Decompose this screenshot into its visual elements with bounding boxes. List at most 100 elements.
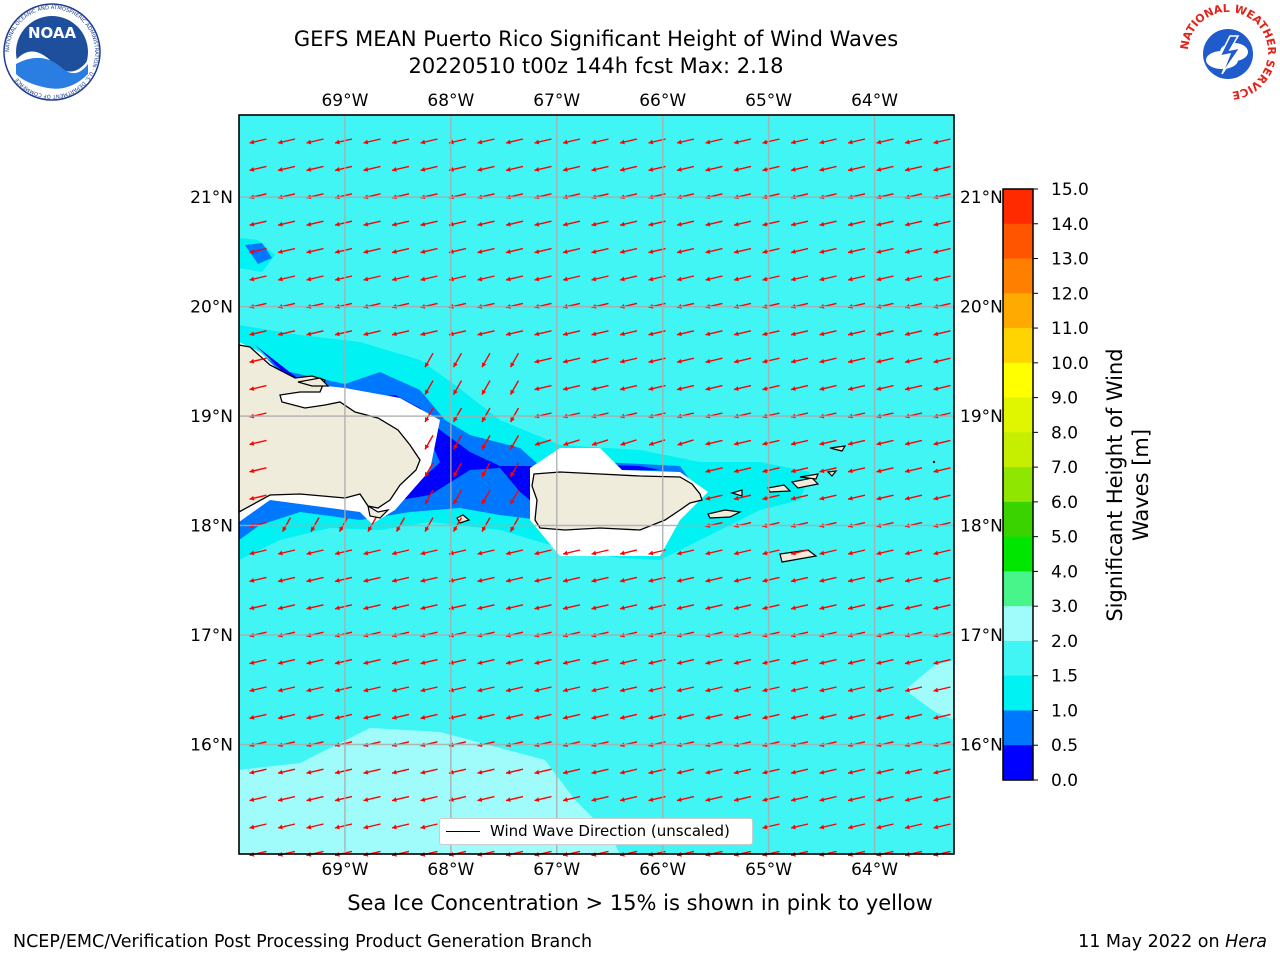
wave-direction-arrowhead [905, 687, 910, 693]
wave-direction-arrowhead [734, 495, 739, 501]
wave-direction-arrowhead [506, 139, 511, 145]
wave-direction-arrowhead [819, 660, 825, 665]
lon-tick-top-2: 67°W [533, 91, 580, 111]
wave-direction-arrowhead [306, 550, 312, 556]
wave-direction-arrowhead [905, 358, 910, 364]
footer-branch: NCEP/EMC/Verification Post Processing Pr… [13, 932, 593, 952]
wave-direction-arrowhead [249, 167, 255, 172]
wave-direction-arrowhead [705, 358, 711, 364]
wave-direction-arrowhead [620, 139, 625, 145]
wave-direction-arrowhead [819, 441, 825, 446]
colorbar-swatch-10 [1003, 536, 1033, 572]
land-anegada-north [829, 445, 847, 452]
lat-tick-left-4: 17°N [190, 626, 233, 646]
wave-direction-arrowhead [363, 167, 369, 172]
wave-direction-arrowhead [734, 687, 739, 693]
wave-direction-arrowhead [705, 769, 711, 775]
wave-direction-arrowhead [819, 769, 825, 775]
wave-direction-arrowhead [482, 417, 487, 422]
wave-direction-arrowhead [563, 605, 568, 611]
wave-direction-arrowhead [506, 221, 511, 227]
wave-direction-arrowhead [335, 660, 340, 665]
wave-direction-arrowhead [278, 221, 283, 227]
wave-direction-arrowhead [819, 550, 825, 556]
wave-direction-arrowhead [734, 167, 739, 172]
wave-direction-arrowhead [705, 578, 711, 583]
wave-direction-arrowhead [933, 660, 939, 665]
wave-direction-arrowhead [392, 167, 397, 172]
lat-tick-left-5: 16°N [190, 736, 233, 756]
colorbar-label-line2: Waves [m] [1129, 428, 1153, 542]
wave-direction-arrowhead [876, 167, 882, 172]
wave-direction-arrowhead [335, 605, 340, 611]
colorbar-tick-16: 0.5 [1051, 736, 1078, 756]
wave-direction-arrowhead [848, 221, 853, 227]
wave-direction-arrowhead [506, 550, 511, 556]
wave-direction-arrowhead [306, 139, 312, 145]
wave-direction-arrowhead [848, 578, 853, 583]
wave-direction-arrowhead [819, 605, 825, 611]
wave-direction-arrowhead [762, 824, 768, 830]
wave-direction-arrowhead [392, 550, 397, 556]
wave-direction-arrowhead [762, 687, 768, 693]
wave-direction-arrowhead [363, 769, 369, 775]
colorbar-tick-11: 4.0 [1051, 562, 1078, 582]
colorbar-tick-13: 2.0 [1051, 632, 1078, 652]
wave-direction-arrowhead [420, 550, 426, 556]
wave-direction-arrowhead [848, 495, 853, 501]
colorbar-tick-5: 10.0 [1051, 354, 1089, 374]
colorbar-swatch-2 [1003, 258, 1033, 294]
wave-direction-arrowhead [933, 550, 939, 556]
wave-direction-arrowhead [392, 276, 397, 282]
colorbar-tick-14: 1.5 [1051, 667, 1078, 687]
colorbar-tick-8: 7.0 [1051, 458, 1078, 478]
lon-tick-top-5: 64°W [851, 91, 898, 111]
wave-direction-arrowhead [534, 715, 540, 720]
wave-direction-arrowhead [482, 471, 487, 477]
wave-direction-arrowhead [306, 331, 312, 337]
wave-direction-arrowhead [278, 167, 283, 172]
land-culebra [729, 489, 743, 497]
wave-direction-arrowhead [482, 499, 487, 505]
footer-date: 11 May 2022 on Hera [1078, 932, 1267, 952]
land-sombrero [932, 460, 936, 464]
wave-direction-arrowhead [905, 331, 910, 337]
wave-direction-arrowhead [477, 687, 483, 693]
wave-direction-arrowhead [705, 249, 711, 254]
wave-direction-arrowhead [933, 824, 939, 830]
wave-direction-arrowhead [648, 139, 654, 145]
lon-tick-top-1: 68°W [427, 91, 474, 111]
wave-direction-arrowhead [420, 249, 426, 254]
wave-direction-arrowhead [534, 769, 540, 775]
wave-direction-arrowhead [306, 797, 312, 802]
wave-direction-arrowhead [335, 167, 340, 172]
wave-direction-arrowhead [534, 605, 540, 611]
wave-direction-arrowhead [734, 468, 739, 474]
wave-direction-arrowhead [482, 389, 487, 395]
wave-direction-arrowhead [677, 249, 682, 254]
wave-direction-arrowhead [649, 441, 654, 446]
wave-direction-arrowhead [534, 221, 540, 227]
wave-direction-arrowhead [876, 441, 882, 446]
colorbar-swatch-8 [1003, 467, 1033, 503]
wave-direction-arrowhead [791, 769, 796, 775]
wave-direction-arrowhead [620, 660, 625, 665]
wave-direction-arrowhead [848, 660, 853, 665]
wave-direction-arrowhead [563, 386, 568, 391]
wave-direction-arrowhead [620, 769, 625, 775]
wave-direction-arrowhead [819, 468, 825, 474]
wave-direction-arrowhead [392, 797, 397, 802]
wave-direction-arrowhead [876, 687, 882, 693]
wave-direction-arrowhead [705, 221, 711, 227]
wave-direction-arrowhead [563, 441, 569, 446]
wave-direction-arrowhead [762, 441, 768, 446]
wave-direction-arrowhead [425, 444, 430, 450]
wave-direction-arrowhead [791, 167, 796, 172]
lat-tick-left-3: 18°N [190, 517, 233, 537]
wave-direction-arrowhead [734, 139, 739, 145]
wave-direction-arrowhead [933, 221, 939, 227]
wave-direction-arrowhead [563, 167, 568, 172]
land-anegada [826, 470, 838, 477]
wave-direction-arrowhead [648, 386, 654, 391]
wave-direction-arrowhead [335, 797, 340, 802]
